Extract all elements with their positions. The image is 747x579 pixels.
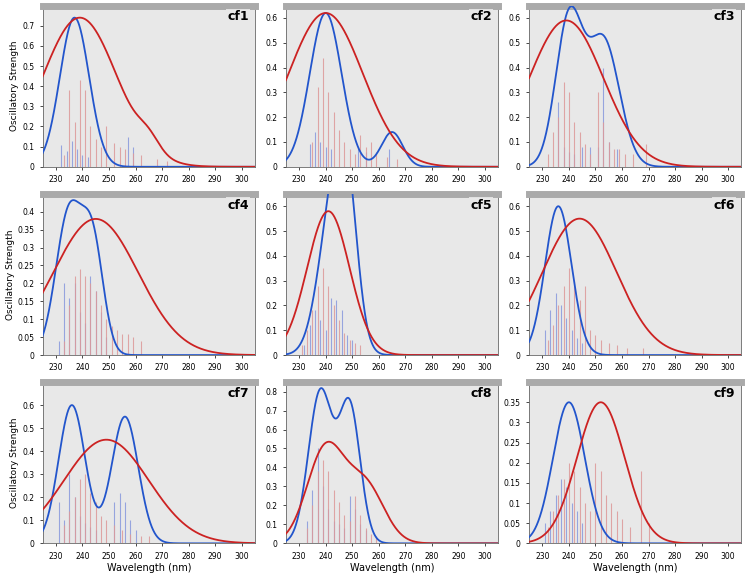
Y-axis label: Oscillatory Strength: Oscillatory Strength [10,417,19,508]
Text: cf7: cf7 [227,387,249,400]
X-axis label: Wavelength (nm): Wavelength (nm) [593,563,678,573]
Text: cf2: cf2 [470,10,492,23]
Y-axis label: Oscillatory Strength: Oscillatory Strength [10,41,19,131]
Text: cf4: cf4 [227,199,249,212]
Y-axis label: Oscillatory Strength: Oscillatory Strength [5,229,14,320]
X-axis label: Wavelength (nm): Wavelength (nm) [107,563,191,573]
Text: cf3: cf3 [713,10,735,23]
Text: cf9: cf9 [713,387,735,400]
Text: cf6: cf6 [713,199,735,212]
Text: cf5: cf5 [470,199,492,212]
Text: cf1: cf1 [227,10,249,23]
Text: cf8: cf8 [471,387,492,400]
X-axis label: Wavelength (nm): Wavelength (nm) [350,563,434,573]
